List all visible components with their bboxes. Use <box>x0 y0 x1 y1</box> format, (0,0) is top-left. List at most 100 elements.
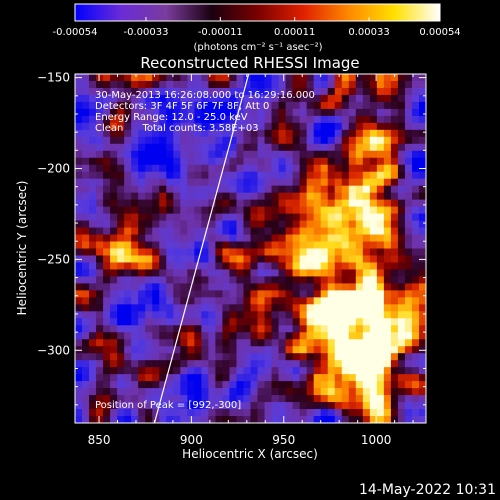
heatmap-cell <box>103 206 111 215</box>
heatmap-cell <box>397 290 406 298</box>
heatmap-cell <box>215 353 224 361</box>
heatmap-cell <box>306 241 315 250</box>
heatmap-cell <box>376 227 385 236</box>
heatmap-cell <box>278 157 287 166</box>
heatmap-cell <box>320 353 329 361</box>
heatmap-cell <box>187 262 195 271</box>
heatmap-cell <box>222 185 231 194</box>
heatmap-cell <box>117 255 125 264</box>
heatmap-cell <box>292 255 301 264</box>
heatmap-cell <box>285 409 294 417</box>
heatmap-cell <box>285 318 294 326</box>
heatmap-cell <box>243 325 252 333</box>
heatmap-cell <box>96 283 104 291</box>
heatmap-cell <box>327 297 336 305</box>
heatmap-cell <box>152 269 160 278</box>
heatmap-cell <box>82 122 90 131</box>
heatmap-cell <box>285 94 294 103</box>
heatmap-cell <box>82 129 90 138</box>
heatmap-cell <box>208 122 216 131</box>
heatmap-cell <box>208 353 216 361</box>
heatmap-cell <box>103 318 111 326</box>
heatmap-cell <box>341 80 350 89</box>
heatmap-cell <box>110 164 118 173</box>
heatmap-cell <box>208 346 216 354</box>
heatmap-cell <box>215 220 224 229</box>
heatmap-cell <box>341 360 350 368</box>
heatmap-cell <box>397 101 406 110</box>
heatmap-cell <box>257 276 266 284</box>
heatmap-cell <box>320 304 329 312</box>
heatmap-cell <box>152 94 160 103</box>
heatmap-cell <box>418 297 426 305</box>
heatmap-cell <box>355 80 364 89</box>
heatmap-cell <box>292 374 301 382</box>
heatmap-cell <box>257 360 266 368</box>
heatmap-cell <box>250 416 259 423</box>
heatmap-cell <box>292 311 301 319</box>
heatmap-cell <box>215 360 224 368</box>
heatmap-cell <box>159 178 167 187</box>
heatmap-cell <box>306 276 315 284</box>
heatmap-cell <box>75 395 83 403</box>
heatmap-cell <box>96 374 104 382</box>
heatmap-cell <box>222 248 231 257</box>
heatmap-cell <box>173 227 181 236</box>
heatmap-cell <box>131 199 139 208</box>
heatmap-cell <box>285 241 294 250</box>
heatmap-cell <box>376 80 385 89</box>
heatmap-cell <box>320 136 329 145</box>
heatmap-cell <box>306 234 315 243</box>
heatmap-cell <box>271 241 280 250</box>
heatmap-cell <box>222 122 231 131</box>
heatmap-cell <box>152 304 160 312</box>
heatmap-cell <box>348 220 357 229</box>
heatmap-cell <box>362 367 371 375</box>
heatmap-cell <box>131 220 139 229</box>
heatmap-cell <box>397 122 406 131</box>
heatmap-cell <box>278 164 287 173</box>
heatmap-cell <box>152 74 160 82</box>
heatmap-cell <box>306 122 315 131</box>
heatmap-cell <box>306 143 315 152</box>
heatmap-cell <box>222 367 231 375</box>
heatmap-cell <box>418 220 426 229</box>
heatmap-cell <box>404 395 413 403</box>
heatmap-cell <box>327 101 336 110</box>
heatmap-cell <box>152 255 160 264</box>
heatmap-cell <box>243 416 252 423</box>
heatmap-cell <box>411 297 420 305</box>
heatmap-cell <box>264 157 273 166</box>
heatmap-cell <box>320 115 329 124</box>
heatmap-cell <box>82 108 90 117</box>
heatmap-cell <box>299 101 308 110</box>
heatmap-cell <box>110 290 118 298</box>
heatmap-cell <box>362 129 371 138</box>
heatmap-cell <box>75 409 83 417</box>
heatmap-cell <box>82 339 90 347</box>
heatmap-cell <box>187 325 195 333</box>
heatmap-cell <box>404 311 413 319</box>
heatmap-cell <box>166 74 174 82</box>
heatmap-cell <box>271 255 280 264</box>
heatmap-cell <box>411 409 420 417</box>
heatmap-cell <box>89 304 97 312</box>
heatmap-cell <box>222 143 231 152</box>
heatmap-cell <box>124 269 132 278</box>
heatmap-cell <box>327 311 336 319</box>
heatmap-cell <box>159 108 167 117</box>
heatmap-cell <box>138 185 146 194</box>
heatmap-cell <box>355 255 364 264</box>
heatmap-cell <box>173 122 181 131</box>
heatmap-cell <box>180 157 188 166</box>
heatmap-cell <box>82 227 90 236</box>
heatmap-cell <box>418 136 426 145</box>
heatmap-cell <box>299 346 308 354</box>
heatmap-cell <box>103 220 111 229</box>
heatmap-cell <box>299 143 308 152</box>
heatmap-cell <box>201 388 209 396</box>
heatmap-cell <box>418 283 426 291</box>
heatmap-cell <box>236 185 245 194</box>
heatmap-cell <box>320 269 329 278</box>
heatmap-cell <box>313 220 322 229</box>
